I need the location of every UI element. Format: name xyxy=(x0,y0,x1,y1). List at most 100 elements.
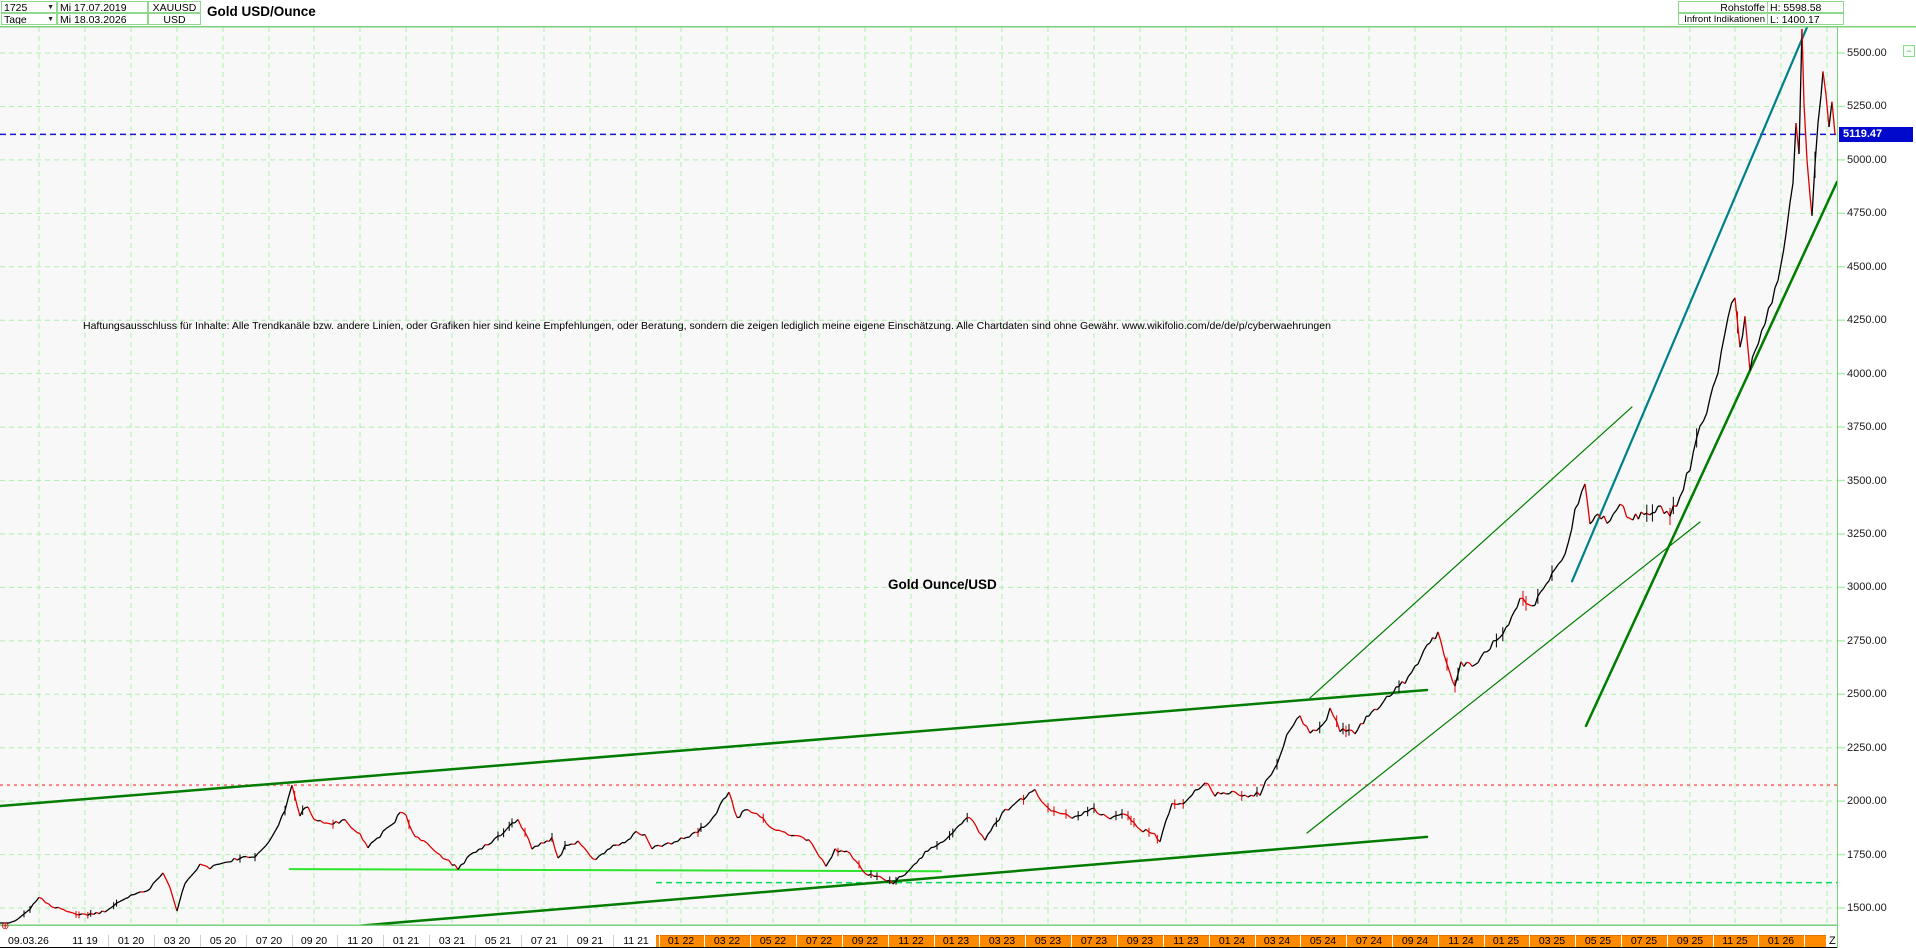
price-segment xyxy=(632,830,637,835)
price-segment xyxy=(1746,343,1751,371)
price-segment xyxy=(1109,816,1114,820)
price-segment xyxy=(1600,515,1605,520)
price-segment xyxy=(811,843,817,851)
price-segment xyxy=(1217,791,1222,795)
price-segment xyxy=(1561,553,1566,561)
timeframe-value: Tage xyxy=(4,14,27,25)
price-segment xyxy=(1256,791,1261,796)
price-segment xyxy=(828,856,833,862)
price-chart-canvas[interactable] xyxy=(0,27,1916,925)
price-segment xyxy=(1440,641,1445,655)
price-segment xyxy=(1201,782,1206,788)
price-segment xyxy=(846,850,851,854)
price-segment xyxy=(347,823,352,828)
price-segment xyxy=(1148,831,1153,835)
price-segment xyxy=(1616,503,1621,511)
price-segment xyxy=(1106,816,1111,820)
price-segment xyxy=(990,825,995,832)
price-axis-label: 5250.00 xyxy=(1847,100,1887,113)
period-dropdown[interactable]: 1725 ▼ xyxy=(1,1,57,13)
currency-label: USD xyxy=(148,13,201,25)
date-axis[interactable]: 09.03.26 11 19 01 20 03 20 05 20 07 20 09 20 11… xyxy=(0,925,1916,948)
price-segment xyxy=(1426,642,1431,646)
price-segment xyxy=(1676,496,1681,507)
price-segment xyxy=(402,812,407,816)
price-segment xyxy=(262,844,267,849)
price-segment xyxy=(382,828,387,832)
price-segment xyxy=(1577,491,1583,504)
price-segment xyxy=(1828,101,1833,128)
timeframe-dropdown[interactable]: Tage ▼ xyxy=(1,13,57,25)
price-segment xyxy=(739,811,743,818)
date-axis-label: 09 21 xyxy=(576,935,604,947)
price-segment xyxy=(429,845,434,851)
price-segment xyxy=(1434,631,1439,640)
price-segment xyxy=(1292,718,1298,726)
date-tick-separator xyxy=(383,935,384,947)
price-segment xyxy=(1065,813,1070,817)
price-segment xyxy=(1139,829,1144,833)
date-from-field[interactable]: Mi 17.07.2019 xyxy=(57,1,148,13)
price-segment xyxy=(1554,563,1560,570)
price-segment xyxy=(265,841,270,846)
price-segment xyxy=(531,845,536,850)
price-segment xyxy=(618,842,623,846)
price-segment xyxy=(784,831,789,836)
price-segment xyxy=(1220,792,1224,795)
price-segment xyxy=(1379,701,1384,708)
price-segment xyxy=(116,901,120,904)
price-segment xyxy=(1654,505,1659,513)
price-segment xyxy=(975,825,980,833)
price-segment xyxy=(1279,746,1285,756)
price-segment xyxy=(1011,803,1016,807)
price-segment xyxy=(1637,511,1642,520)
date-tick-separator xyxy=(567,935,568,947)
date-to-field[interactable]: Mi 18.03.2026 xyxy=(57,13,148,25)
chart-plot-area[interactable] xyxy=(0,27,1916,925)
price-segment xyxy=(1612,509,1618,515)
date-tick-separator xyxy=(429,935,430,947)
price-segment xyxy=(1652,511,1656,514)
price-segment xyxy=(1182,800,1187,805)
price-segment xyxy=(156,876,161,881)
price-segment xyxy=(1495,637,1501,641)
price-segment xyxy=(436,852,441,856)
price-segment xyxy=(952,828,957,834)
symbol-field[interactable]: XAUUSD xyxy=(148,1,201,13)
price-segment xyxy=(1730,297,1736,304)
price-segment xyxy=(1761,323,1766,331)
price-segment xyxy=(551,837,556,850)
price-segment xyxy=(1574,503,1579,510)
price-segment xyxy=(356,831,361,835)
price-segment xyxy=(14,918,19,922)
price-segment xyxy=(557,853,562,859)
price-segment xyxy=(1211,790,1216,797)
price-segment xyxy=(35,897,40,902)
date-axis-label: 03 23 xyxy=(988,935,1016,947)
zoom-reset-label[interactable]: Z xyxy=(1829,935,1836,947)
price-segment xyxy=(1262,780,1267,789)
price-segment xyxy=(1282,734,1288,747)
price-segment xyxy=(1376,706,1381,711)
price-segment xyxy=(1789,182,1794,203)
price-segment xyxy=(294,795,298,807)
price-segment xyxy=(1489,640,1494,650)
last-price-tag: 5119.47 xyxy=(1839,127,1913,143)
price-segment xyxy=(1087,808,1092,812)
price-segment xyxy=(680,837,684,840)
price-segment xyxy=(787,834,792,837)
price-segment xyxy=(1276,755,1281,765)
price-segment xyxy=(858,864,863,870)
date-axis-label: 11 23 xyxy=(1173,935,1199,947)
price-segment xyxy=(772,828,777,831)
price-segment xyxy=(1429,637,1434,644)
date-axis-label: 09 25 xyxy=(1676,935,1704,947)
price-segment xyxy=(472,851,477,854)
date-axis-label: 07 22 xyxy=(805,935,833,947)
price-segment xyxy=(396,811,401,816)
price-segment xyxy=(98,910,103,915)
collapse-panel-icon[interactable]: − xyxy=(1903,45,1915,57)
price-segment xyxy=(936,842,941,846)
price-segment xyxy=(1214,791,1219,797)
